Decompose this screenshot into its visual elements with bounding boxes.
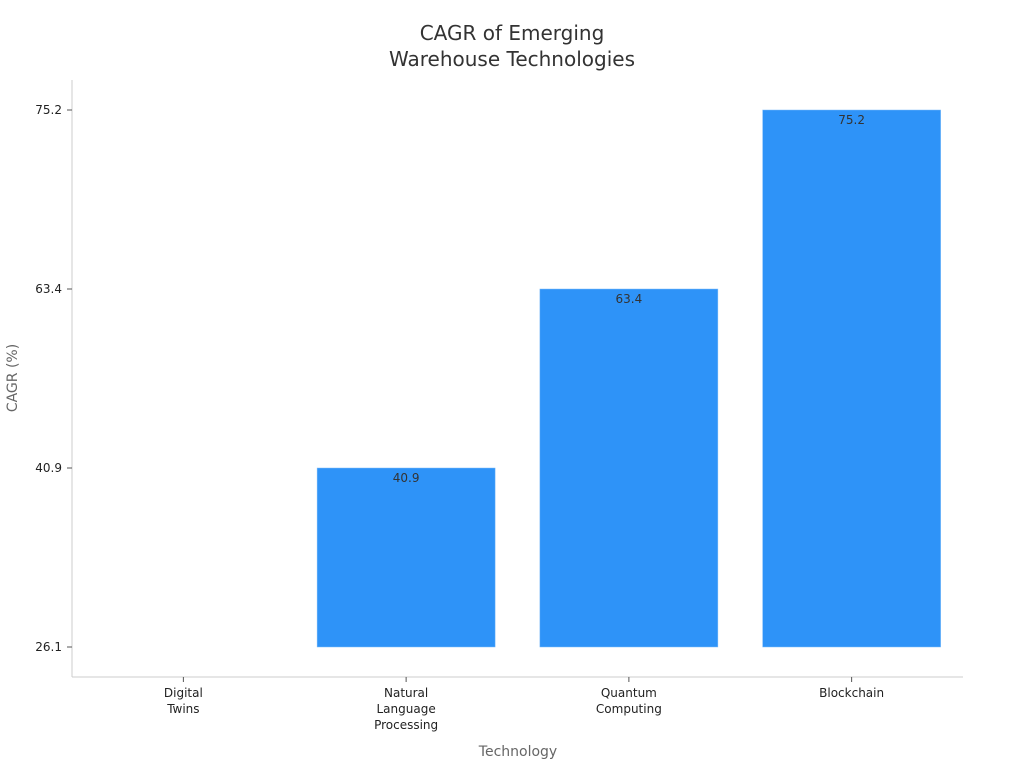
x-tick-label: Twins	[166, 702, 199, 716]
x-tick-label: Blockchain	[819, 686, 884, 700]
x-axis-label: Technology	[478, 744, 557, 760]
x-tick-label: Computing	[596, 702, 662, 716]
chart-title-line-2: Warehouse Technologies	[389, 47, 635, 71]
bar	[316, 467, 496, 648]
x-tick-label: Digital	[164, 686, 203, 700]
y-tick-label: 40.9	[35, 461, 62, 475]
y-tick-label: 63.4	[35, 282, 62, 296]
x-tick-label: Natural	[384, 686, 428, 700]
bar	[762, 109, 941, 648]
chart-title-line-1: CAGR of Emerging	[420, 21, 605, 45]
y-tick-label: 75.2	[35, 103, 62, 117]
data-label: 63.4	[616, 292, 643, 306]
y-tick-label: 26.1	[35, 640, 62, 654]
x-tick-label: Processing	[374, 718, 438, 732]
x-tick-label: Language	[377, 702, 436, 716]
data-label: 40.9	[393, 471, 420, 485]
y-axis-label: CAGR (%)	[5, 344, 21, 412]
bar	[539, 288, 719, 648]
x-tick-label: Quantum	[601, 686, 657, 700]
data-label: 75.2	[838, 113, 865, 127]
